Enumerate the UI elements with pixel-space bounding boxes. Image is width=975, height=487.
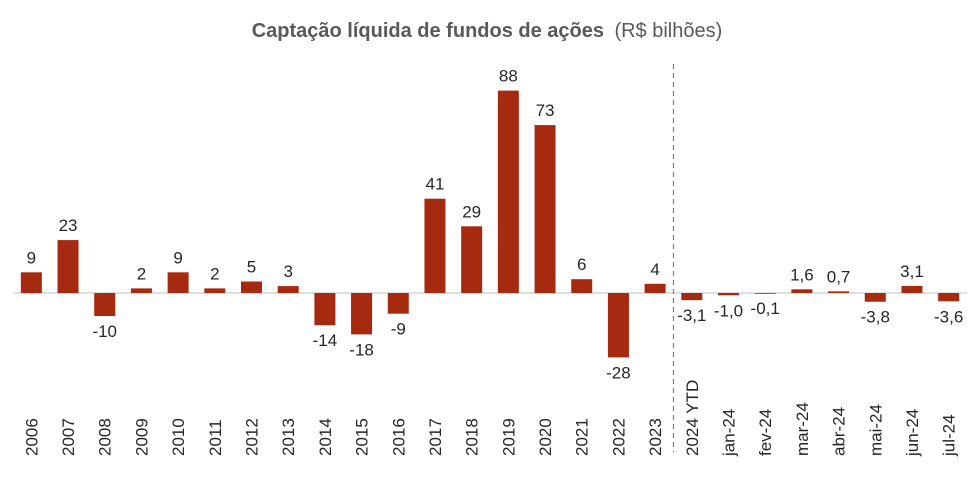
data-label-2018: 29 <box>462 202 481 221</box>
plot-area: 9 2006 23 2007 -10 2008 2 2009 9 2010 2 2011 5 2012 3 2… <box>13 64 967 457</box>
bar-2019 <box>497 90 519 293</box>
bar-2009 <box>130 288 152 293</box>
chart-title: Captação líquida de fundos de ações (R$ … <box>252 20 723 42</box>
bar-jun-24 <box>901 285 923 293</box>
data-label-2020: 73 <box>536 101 555 120</box>
bar-2007 <box>57 240 79 293</box>
bar-2014 <box>314 293 336 326</box>
x-tick-label-2015: 2015 <box>353 418 372 456</box>
bar-2012 <box>241 281 262 293</box>
x-tick-label-2022: 2022 <box>609 418 628 456</box>
bar-2015 <box>351 293 373 335</box>
data-label-2019: 88 <box>499 67 518 86</box>
x-tick-label-2008: 2008 <box>96 418 115 456</box>
bar-mai-24 <box>864 293 886 302</box>
x-tick-label-2016: 2016 <box>389 418 408 456</box>
x-tick-label-jun-24: jun-24 <box>903 409 922 457</box>
x-tick-label-2006: 2006 <box>22 418 41 456</box>
bar-2017 <box>424 198 446 293</box>
data-label-2017: 41 <box>426 175 445 194</box>
data-label-abr-24: 0,7 <box>827 267 851 286</box>
bar-2022 <box>607 293 629 358</box>
x-tick-label-2024 YTD: 2024 YTD <box>683 380 702 456</box>
bar-jan-24 <box>718 293 739 296</box>
chart-title-unit: (R$ bilhões) <box>614 20 722 42</box>
data-label-jul-24: -3,6 <box>934 307 963 326</box>
data-label-2021: 6 <box>577 255 586 274</box>
bar-2016 <box>387 293 409 314</box>
x-tick-label-2013: 2013 <box>279 418 298 456</box>
bar-2020 <box>534 125 556 293</box>
data-label-2008: -10 <box>92 322 117 341</box>
x-tick-label-fev-24: fev-24 <box>756 409 775 456</box>
data-label-2022: -28 <box>606 363 631 382</box>
data-label-2016: -9 <box>391 320 406 339</box>
bar-mar-24 <box>791 289 813 293</box>
data-label-mar-24: 1,6 <box>790 265 814 284</box>
x-tick-label-2018: 2018 <box>463 418 482 456</box>
x-tick-label-abr-24: abr-24 <box>830 407 849 456</box>
x-tick-label-mai-24: mai-24 <box>866 404 885 456</box>
bar-2021 <box>571 279 593 293</box>
bar-fev-24 <box>754 293 776 294</box>
x-tick-label-2021: 2021 <box>573 418 592 456</box>
data-label-2014: -14 <box>313 331 338 350</box>
data-label-2007: 23 <box>59 216 78 235</box>
bar-2023 <box>644 283 666 293</box>
chart-title-main: Captação líquida de fundos de ações <box>252 20 604 42</box>
x-tick-label-2011: 2011 <box>206 419 225 456</box>
bar-2010 <box>167 272 189 293</box>
x-tick-label-2019: 2019 <box>499 418 518 456</box>
data-label-2013: 3 <box>283 262 292 281</box>
data-label-2011: 2 <box>210 264 219 283</box>
x-tick-label-2012: 2012 <box>243 418 262 456</box>
bar-2008 <box>94 293 116 316</box>
x-tick-label-2010: 2010 <box>169 418 188 456</box>
data-label-2009: 2 <box>137 264 146 283</box>
bar-2024 YTD <box>681 293 703 301</box>
data-label-2006: 9 <box>27 248 36 267</box>
data-label-2024 YTD: -3,1 <box>677 306 706 325</box>
bar-abr-24 <box>828 291 850 293</box>
data-label-jun-24: 3,1 <box>900 262 924 281</box>
bar-jul-24 <box>938 293 960 302</box>
x-tick-label-mar-24: mar-24 <box>793 402 812 456</box>
data-label-2015: -18 <box>349 340 374 359</box>
x-tick-label-2009: 2009 <box>132 418 151 456</box>
x-tick-label-2023: 2023 <box>646 418 665 456</box>
x-tick-label-2007: 2007 <box>59 418 78 456</box>
data-label-2010: 9 <box>173 248 182 267</box>
bar-2006 <box>20 272 42 293</box>
x-tick-label-2017: 2017 <box>426 418 445 456</box>
x-tick-label-2020: 2020 <box>536 418 555 456</box>
bar-2013 <box>277 286 299 293</box>
data-label-fev-24: -0,1 <box>751 299 780 318</box>
bar-2011 <box>204 288 226 293</box>
data-label-jan-24: -1,0 <box>714 301 743 320</box>
data-label-2023: 4 <box>650 260 659 279</box>
data-label-mai-24: -3,8 <box>861 308 890 327</box>
x-tick-label-jul-24: jul-24 <box>940 414 959 457</box>
x-tick-label-jan-24: jan-24 <box>720 409 739 457</box>
bar-2018 <box>461 226 483 293</box>
x-tick-label-2014: 2014 <box>316 418 335 456</box>
data-label-2012: 5 <box>247 258 256 277</box>
